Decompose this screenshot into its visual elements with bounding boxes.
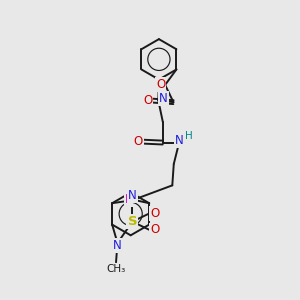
Text: O: O	[150, 207, 160, 220]
Text: CH₃: CH₃	[106, 264, 126, 274]
Text: N: N	[175, 134, 183, 147]
Text: O: O	[143, 94, 152, 107]
Text: F: F	[125, 193, 132, 206]
Text: O: O	[150, 224, 160, 236]
Text: N: N	[128, 189, 137, 202]
Text: O: O	[134, 135, 143, 148]
Text: N: N	[159, 92, 168, 105]
Text: N: N	[113, 239, 122, 252]
Text: S: S	[128, 215, 137, 228]
Text: O: O	[156, 78, 165, 92]
Text: H: H	[185, 131, 193, 141]
